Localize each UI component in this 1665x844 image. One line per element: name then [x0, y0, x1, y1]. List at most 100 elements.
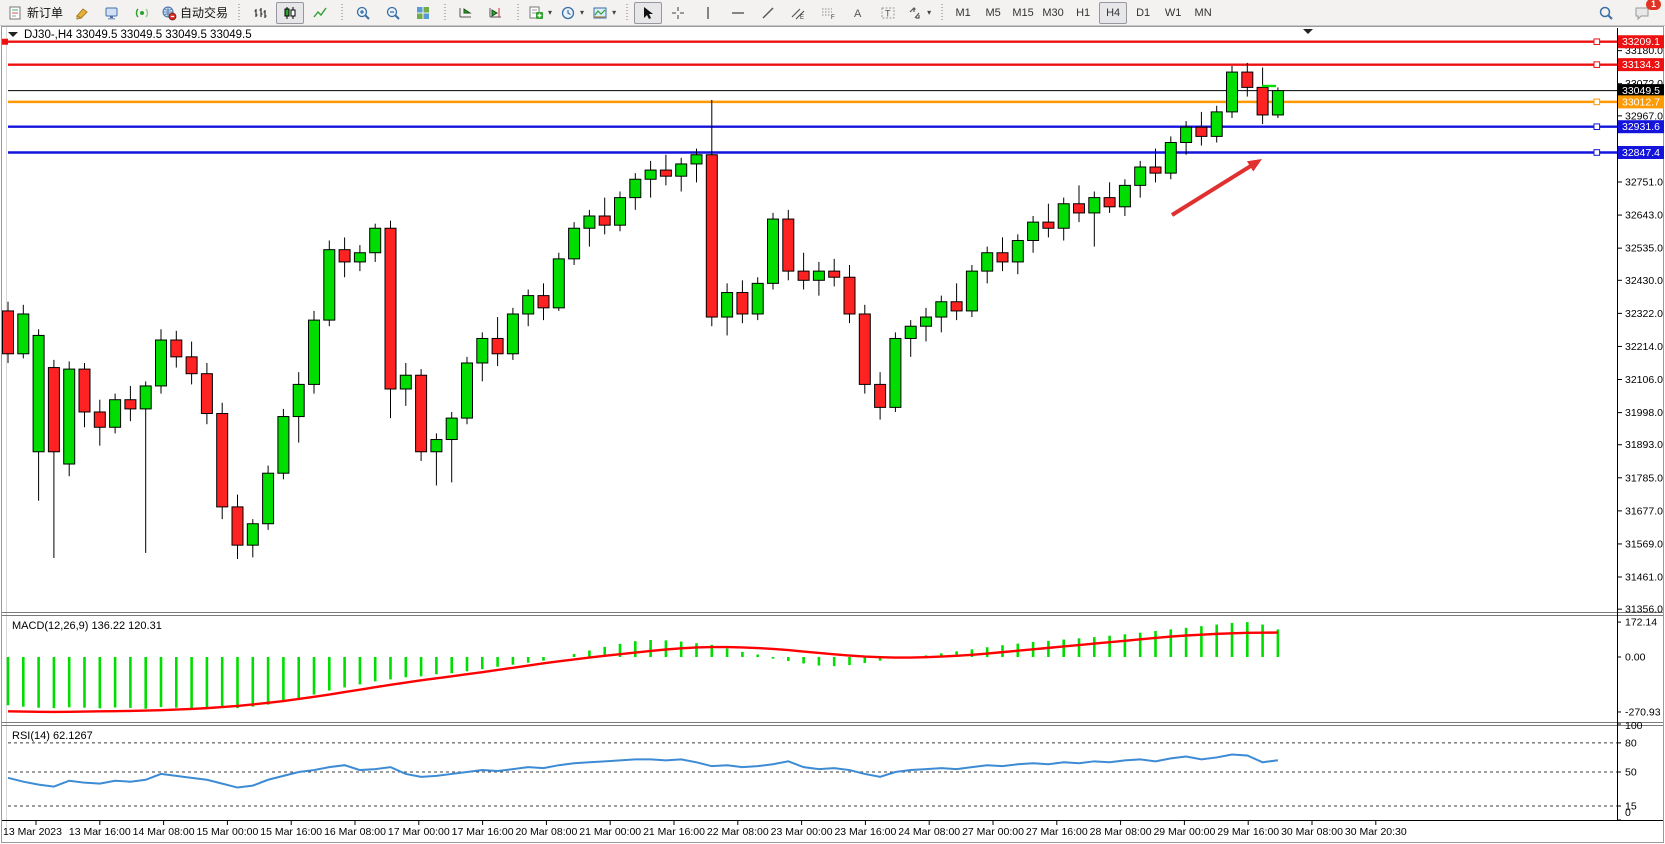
line-anchor-handle[interactable]	[1593, 38, 1601, 46]
candle-body	[828, 270, 841, 278]
channel-tool-button[interactable]: E	[784, 2, 812, 24]
terminal-button[interactable]	[98, 2, 126, 24]
search-button[interactable]	[1592, 2, 1620, 24]
candle-body	[1027, 221, 1040, 241]
candle-body	[1271, 90, 1284, 116]
marker-tool-button[interactable]	[68, 2, 96, 24]
timeframe-m15-button[interactable]: M15	[1009, 2, 1037, 24]
candle-body	[476, 337, 489, 364]
chart-shift-button[interactable]	[482, 2, 510, 24]
time-axis-label: 22 Mar 08:00	[707, 826, 769, 838]
candle-body	[2, 310, 14, 355]
trend-arrow-annotation[interactable]	[1170, 159, 1262, 217]
horizontal-line-tool-button[interactable]	[724, 2, 752, 24]
line-chart-mode-button[interactable]	[306, 2, 334, 24]
candlestick-chart-icon	[284, 6, 296, 19]
time-axis-label: 17 Mar 00:00	[388, 826, 450, 838]
line-anchor-handle[interactable]	[1593, 149, 1601, 156]
time-axis-label: 17 Mar 16:00	[452, 826, 514, 838]
candlestick-mode-button[interactable]	[276, 1, 305, 24]
line-anchor-handle[interactable]	[2, 38, 8, 45]
add-indicator-button[interactable]: ▾	[525, 2, 555, 24]
timeframe-h4-button[interactable]: H4	[1099, 1, 1128, 24]
period-button[interactable]: ▾	[557, 2, 587, 24]
toolbar-grip	[514, 3, 522, 22]
candle-body	[767, 218, 779, 284]
candle-body	[644, 169, 657, 180]
candle-body	[614, 197, 626, 226]
template-button[interactable]: ▾	[589, 2, 619, 24]
chart-menu-icon[interactable]	[1303, 29, 1313, 34]
new-order-button[interactable]: 新订单	[5, 2, 66, 24]
macd-label: MACD(12,26,9) 136.22 120.31	[12, 620, 162, 632]
notifications-button[interactable]: 1	[1628, 0, 1661, 24]
arrows-tool-button[interactable]: ▾	[904, 2, 934, 24]
candle-body	[552, 258, 565, 309]
crosshair-tool-button[interactable]	[664, 2, 692, 24]
timeframe-mn-button[interactable]: MN	[1189, 2, 1217, 24]
zoom-in-button[interactable]	[349, 2, 377, 24]
vertical-line-icon	[707, 6, 709, 19]
timeframe-m30-button[interactable]: M30	[1039, 2, 1067, 24]
candle-body	[1042, 221, 1055, 229]
vertical-line-tool-button[interactable]	[694, 2, 722, 24]
price-axis[interactable]: 33180.033072.032967.032751.032643.032535…	[1617, 28, 1664, 821]
candle-body	[858, 313, 871, 385]
line-anchor-handle[interactable]	[1593, 98, 1601, 106]
svg-text:A: A	[854, 8, 862, 20]
candle-body	[491, 337, 504, 355]
timeframe-m1-button[interactable]: M1	[949, 2, 977, 24]
price-badge	[1618, 84, 1664, 98]
signal-button[interactable]	[128, 2, 156, 24]
trendline-tool-button[interactable]	[754, 2, 782, 24]
dropdown-arrow-icon: ▾	[580, 8, 585, 17]
time-axis-label: 21 Mar 16:00	[643, 826, 705, 838]
candle-body	[109, 399, 122, 428]
candle-body	[369, 227, 382, 254]
price-badge	[1618, 35, 1664, 49]
chart-title: DJ30-,H4 33049.5 33049.5 33049.5 33049.5	[24, 29, 252, 41]
candle-body	[1195, 126, 1208, 137]
auto-trading-button[interactable]: 自动交易	[158, 2, 231, 24]
auto-scroll-button[interactable]	[452, 2, 480, 24]
symbol-dropdown-icon[interactable]	[8, 32, 18, 37]
terminal-monitor-icon	[105, 7, 118, 19]
timeframe-d1-button[interactable]: D1	[1129, 2, 1157, 24]
zoom-out-button[interactable]	[379, 2, 407, 24]
candle-body	[124, 399, 137, 410]
candle-body	[506, 313, 519, 355]
timeframe-w1-button[interactable]: W1	[1159, 2, 1187, 24]
candle-body	[721, 292, 734, 318]
label-tool-button[interactable]: T	[874, 2, 902, 24]
candle-body	[981, 252, 994, 272]
time-axis[interactable]: 13 Mar 2023 13 Mar 16:00 14 Mar 08:00 15 Ma…	[3, 820, 1407, 838]
timeframe-m5-button[interactable]: M5	[979, 2, 1007, 24]
line-anchor-handle[interactable]	[1593, 61, 1601, 68]
candle-body	[996, 252, 1009, 263]
price-axis-tick: 32430.0	[1625, 275, 1663, 287]
timeframe-label: M15	[1012, 6, 1034, 19]
time-axis-label: 29 Mar 16:00	[1217, 826, 1279, 838]
candle-body	[231, 506, 244, 546]
price-axis-tick: 32214.0	[1625, 341, 1663, 353]
cursor-tool-button[interactable]	[634, 1, 663, 24]
price-badge	[1618, 120, 1664, 134]
timeframe-label: D1	[1136, 6, 1151, 19]
timeframe-h1-button[interactable]: H1	[1069, 2, 1097, 24]
pane-separators[interactable]	[2, 612, 1663, 726]
candle-body	[338, 249, 351, 263]
bar-chart-mode-button[interactable]	[246, 2, 274, 24]
candle-body	[216, 412, 229, 508]
text-tool-button[interactable]: A	[844, 2, 872, 24]
horizontal-level-lines[interactable]	[2, 38, 1617, 156]
line-anchor-handle[interactable]	[1593, 123, 1601, 131]
candle-body	[629, 178, 642, 199]
candle-body	[965, 270, 978, 312]
candle-body	[292, 383, 305, 418]
svg-text:E: E	[800, 15, 804, 21]
fibonacci-tool-button[interactable]: F	[814, 2, 842, 24]
price-axis-tick: 31356.0	[1625, 604, 1663, 616]
clock-icon	[561, 6, 575, 19]
tile-windows-button[interactable]	[409, 2, 437, 24]
